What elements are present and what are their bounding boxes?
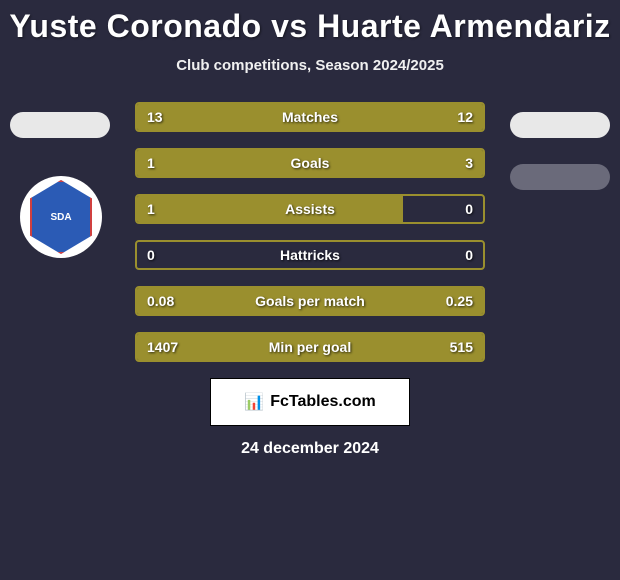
brand-text: FcTables.com xyxy=(270,393,376,411)
stat-bar-row: 13Goals xyxy=(135,148,485,178)
stat-bar-row: 00Hattricks xyxy=(135,240,485,270)
date-text: 24 december 2024 xyxy=(0,440,620,458)
player-left-avatar-placeholder xyxy=(10,112,110,138)
infographic-container: Yuste Coronado vs Huarte Armendariz Club… xyxy=(0,0,620,580)
stat-label: Goals per match xyxy=(137,288,483,314)
stat-bar-row: 1407515Min per goal xyxy=(135,332,485,362)
stat-bar-row: 10Assists xyxy=(135,194,485,224)
stat-label: Assists xyxy=(137,196,483,222)
player-left-club-badge: SDA xyxy=(20,176,102,258)
player-right-avatar-placeholder xyxy=(510,112,610,138)
brand-attribution: 📊 FcTables.com xyxy=(210,378,410,426)
player-right-club-placeholder xyxy=(510,164,610,190)
stat-bar-row: 1312Matches xyxy=(135,102,485,132)
stat-bar-row: 0.080.25Goals per match xyxy=(135,286,485,316)
stat-bars: 1312Matches 13Goals 10Assists 00Hattricks 0.… xyxy=(135,102,485,362)
stat-label: Hattricks xyxy=(137,242,483,268)
chart-icon: 📊 xyxy=(244,392,264,412)
stat-label: Goals xyxy=(137,150,483,176)
page-title: Yuste Coronado vs Huarte Armendariz xyxy=(0,8,620,45)
stat-label: Min per goal xyxy=(137,334,483,360)
page-subtitle: Club competitions, Season 2024/2025 xyxy=(0,57,620,74)
stat-label: Matches xyxy=(137,104,483,130)
club-badge-shield: SDA xyxy=(30,180,92,254)
stats-area: SDA 1312Matches 13Goals 10Assists 00Hattric… xyxy=(0,102,620,362)
